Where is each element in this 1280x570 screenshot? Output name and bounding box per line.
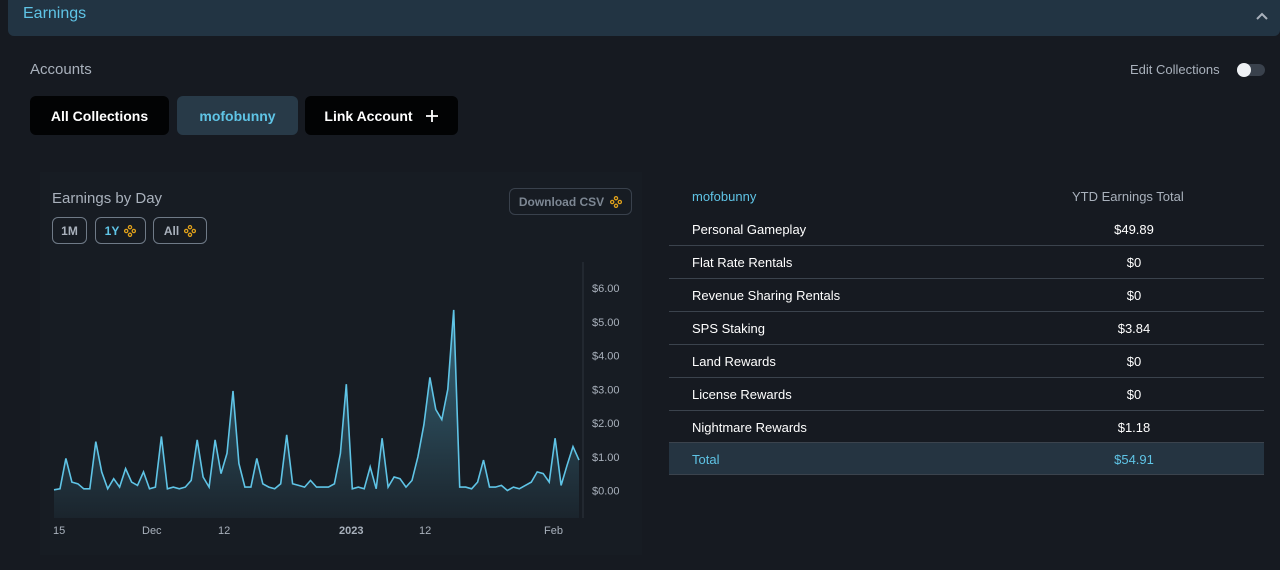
range-1m-label: 1M [61, 223, 78, 238]
table-ytd-header: YTD Earnings Total [1072, 189, 1184, 204]
range-1m-button[interactable]: 1M [52, 217, 87, 244]
table-row: Nightmare Rewards $1.18 [669, 411, 1264, 444]
account-mofobunny-button[interactable]: mofobunny [177, 96, 298, 135]
chevron-up-icon[interactable] [1254, 8, 1270, 24]
earnings-header[interactable]: Earnings [8, 0, 1280, 36]
row-label: Nightmare Rewards [692, 420, 807, 435]
row-label: Personal Gameplay [692, 222, 807, 237]
y-tick-label: $2.00 [592, 418, 620, 430]
row-label: License Rewards [692, 387, 792, 402]
total-value: $54.91 [1114, 452, 1154, 467]
y-tick-label: $6.00 [592, 283, 620, 295]
table-header: mofobunny YTD Earnings Total [669, 180, 1264, 213]
row-label: Revenue Sharing Rentals [692, 288, 841, 303]
table-total-row: Total $54.91 [669, 442, 1264, 475]
x-tick-label: 15 [53, 525, 65, 537]
row-value: $49.89 [1114, 222, 1154, 237]
x-tick-label: 12 [419, 525, 431, 537]
x-tick-label: 12 [218, 525, 230, 537]
download-csv-button[interactable]: Download CSV [509, 188, 632, 215]
y-tick-label: $3.00 [592, 384, 620, 396]
row-value: $3.84 [1117, 321, 1151, 336]
all-collections-button[interactable]: All Collections [30, 96, 169, 135]
edit-collections-label: Edit Collections [1130, 62, 1220, 77]
table-row: Revenue Sharing Rentals $0 [669, 279, 1264, 312]
series-area [54, 309, 579, 518]
row-value: $0 [1126, 255, 1142, 270]
range-1y-button[interactable]: 1Y [95, 217, 146, 244]
move-icon [610, 195, 623, 208]
toggle-knob [1237, 63, 1251, 77]
table-row: Land Rewards $0 [669, 345, 1264, 378]
row-value: $0 [1126, 354, 1142, 369]
download-csv-label: Download CSV [518, 194, 605, 209]
account-label: mofobunny [199, 107, 276, 124]
row-label: SPS Staking [692, 321, 765, 336]
accounts-label: Accounts [30, 61, 92, 78]
row-label: Flat Rate Rentals [692, 255, 793, 270]
table-row: SPS Staking $3.84 [669, 312, 1264, 345]
move-icon [124, 224, 137, 237]
edit-collections-toggle[interactable] [1237, 63, 1265, 77]
link-account-label: Link Account [324, 107, 413, 124]
all-collections-label: All Collections [50, 107, 149, 124]
range-all-button[interactable]: All [153, 217, 207, 244]
y-tick-label: $5.00 [592, 317, 620, 329]
range-all-label: All [163, 223, 180, 238]
x-tick-label: Dec [142, 525, 162, 537]
series-line [53, 309, 580, 492]
plus-icon [425, 109, 438, 122]
range-1y-label: 1Y [104, 223, 120, 238]
y-tick-label: $4.00 [592, 351, 620, 363]
row-value: $0 [1126, 387, 1142, 402]
y-tick-label: $1.00 [592, 452, 620, 464]
earnings-chart[interactable]: $0.00 $1.00 $2.00 $3.00 $4.00 $5.00 $6.00 15 Dec… [0, 0, 640, 570]
row-value: $1.18 [1117, 420, 1151, 435]
x-tick-label: 2023 [339, 525, 363, 537]
earnings-title: Earnings [23, 5, 87, 22]
row-label: Land Rewards [692, 354, 776, 369]
table-row: License Rewards $0 [669, 378, 1264, 411]
x-tick-label: Feb [544, 525, 563, 537]
chart-title: Earnings by Day [52, 190, 163, 207]
total-label: Total [692, 452, 720, 467]
table-row: Personal Gameplay $49.89 [669, 213, 1264, 246]
table-row: Flat Rate Rentals $0 [669, 246, 1264, 279]
y-tick-label: $0.00 [592, 486, 620, 498]
row-value: $0 [1126, 288, 1142, 303]
move-icon [184, 224, 197, 237]
link-account-button[interactable]: Link Account [305, 96, 458, 135]
table-account-header: mofobunny [692, 189, 757, 204]
